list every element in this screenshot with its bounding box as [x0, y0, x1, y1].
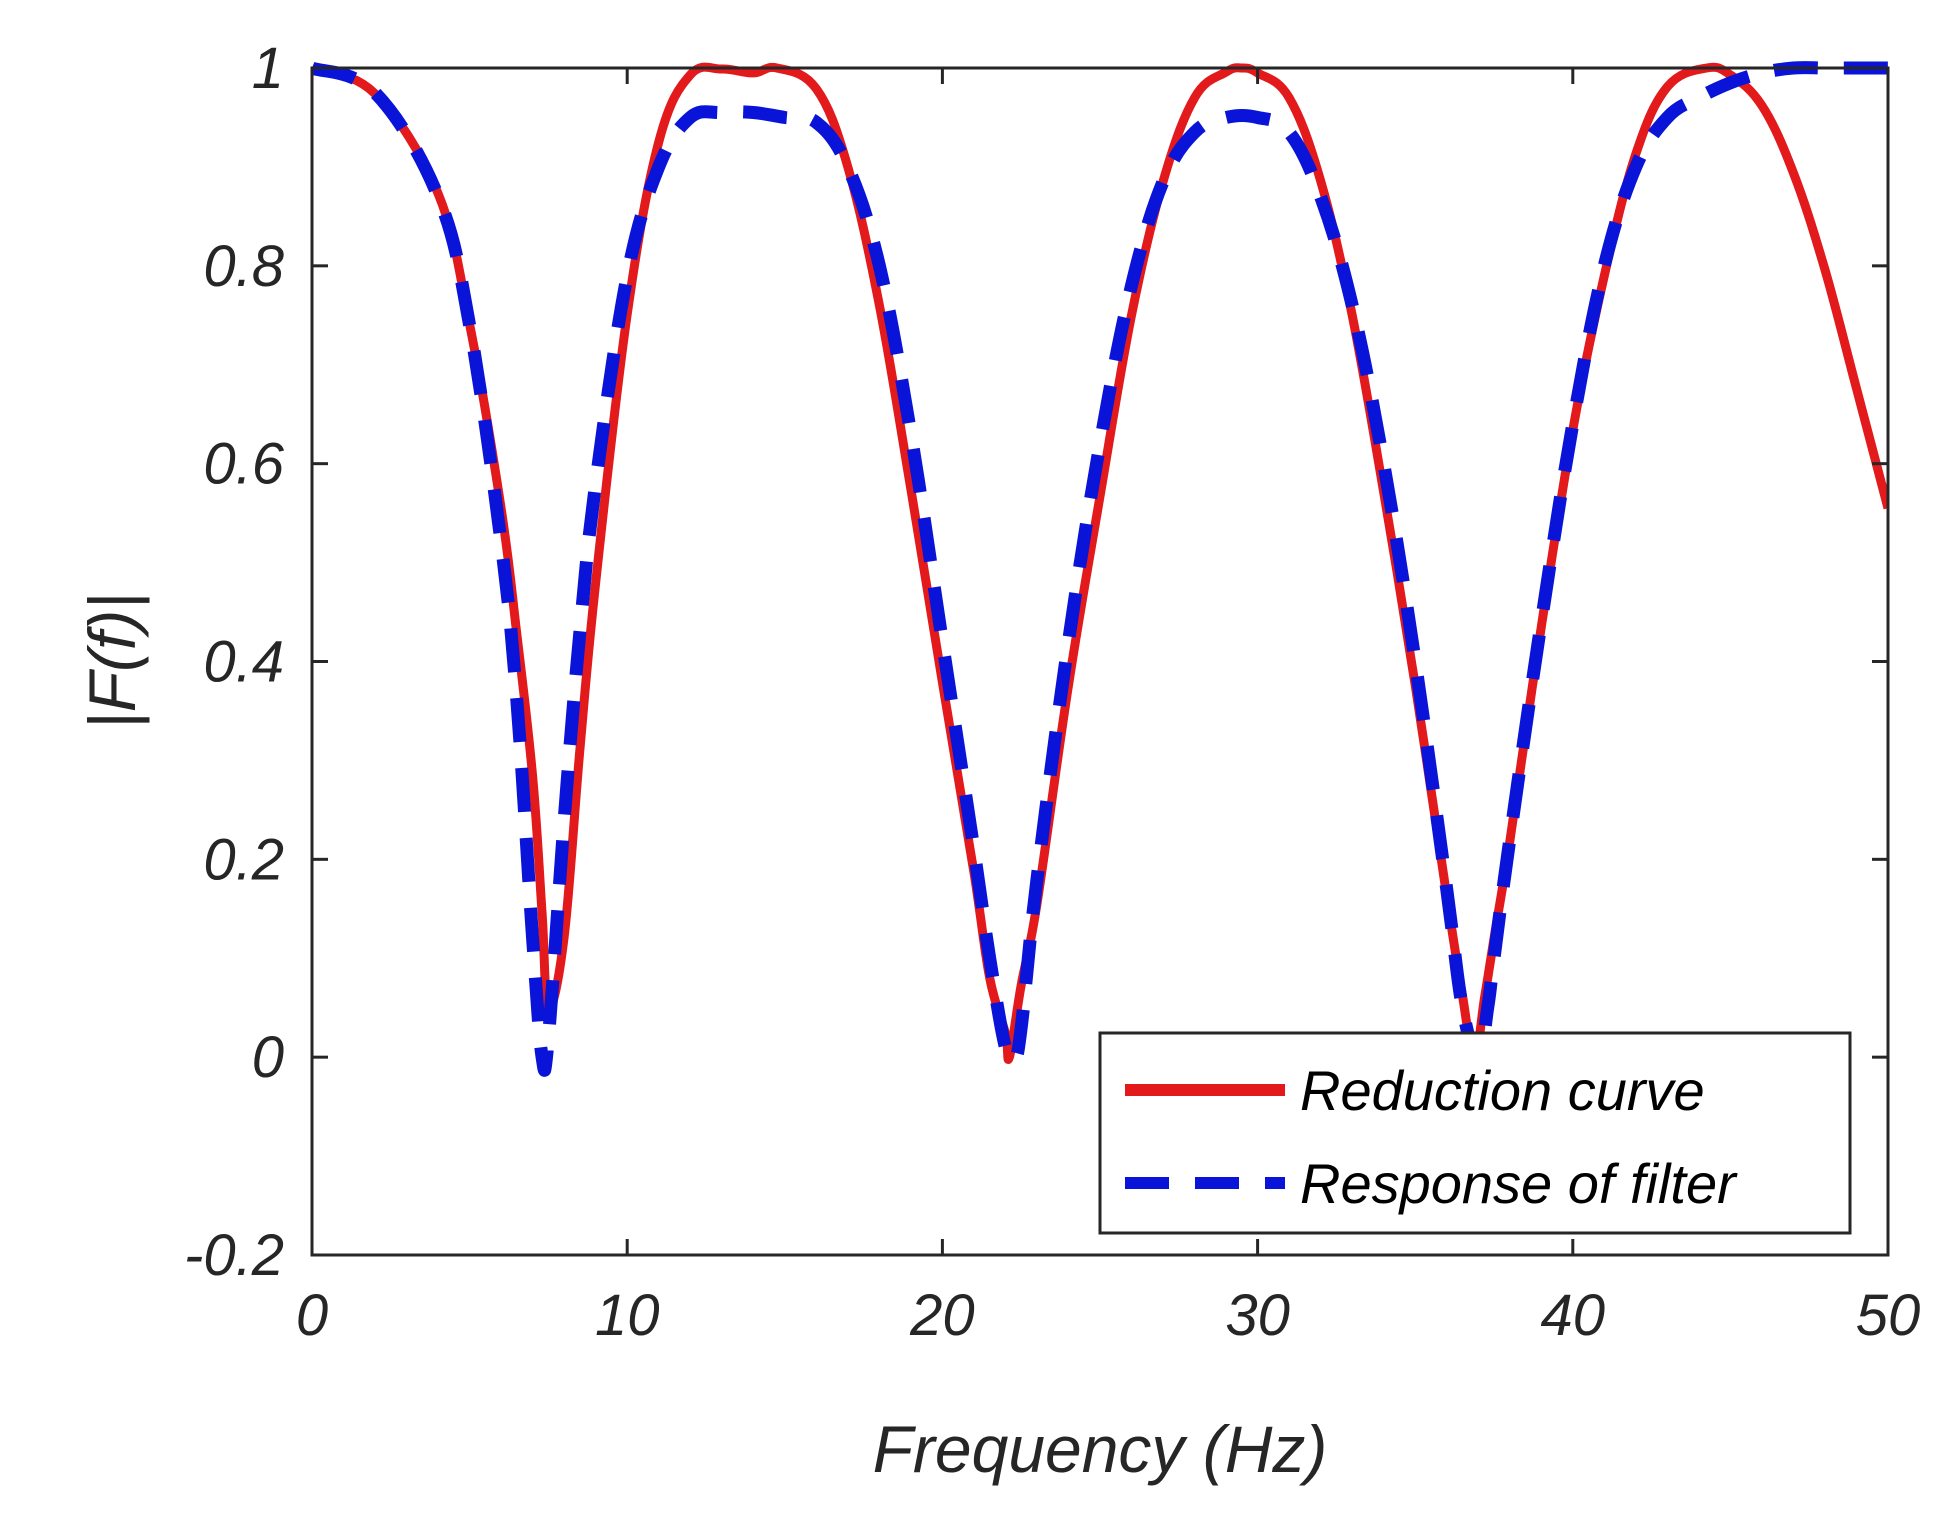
- x-tick-labels: 0 10 20 30 40 50: [296, 1283, 1920, 1348]
- y-tick-label-3: 0.4: [203, 630, 284, 695]
- y-tick-label-2: 0.2: [203, 827, 284, 892]
- x-tick-label-3: 30: [1225, 1283, 1290, 1348]
- y-axis-label: |F(f)|: [75, 593, 151, 730]
- y-tick-labels: -0.2 0 0.2 0.4 0.6 0.8 1: [184, 36, 285, 1288]
- y-tick-label-1: 0: [252, 1025, 284, 1090]
- legend-label-reduction-curve: Reduction curve: [1300, 1059, 1705, 1122]
- legend-box: [1098, 1031, 1852, 1235]
- series-line-response-of-filter: [312, 61, 1888, 1077]
- x-tick-label-5: 50: [1856, 1283, 1921, 1348]
- x-axis-label: Frequency (Hz): [873, 1412, 1328, 1486]
- x-tick-label-4: 40: [1541, 1283, 1606, 1348]
- tick-layer: [310, 66, 1890, 1257]
- x-tick-label-2: 20: [909, 1283, 975, 1348]
- series-layer: [312, 61, 1888, 1077]
- legend-label-response-of-filter: Response of filter: [1300, 1152, 1738, 1215]
- legend: Reduction curve Response of filter: [1098, 1031, 1852, 1235]
- y-tick-label-5: 0.8: [203, 234, 284, 299]
- y-tick-label-0: -0.2: [184, 1223, 284, 1288]
- y-tick-label-4: 0.6: [203, 432, 284, 497]
- y-tick-label-6: 1: [252, 36, 284, 101]
- x-tick-label-0: 0: [296, 1283, 328, 1348]
- x-tick-label-1: 10: [595, 1283, 660, 1348]
